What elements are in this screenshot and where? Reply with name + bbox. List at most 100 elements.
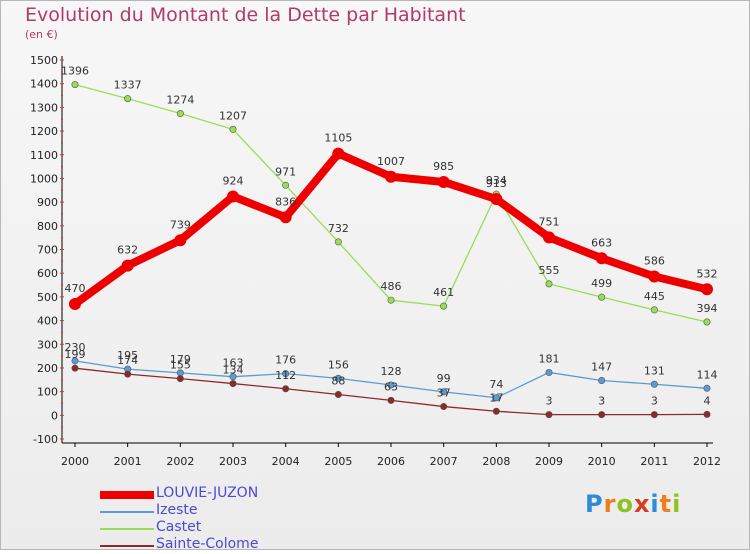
x-tick-label: 2002: [166, 455, 194, 468]
data-point: [229, 373, 237, 381]
brand-letter: r: [603, 490, 617, 518]
data-label: 663: [591, 236, 612, 249]
data-label: 3: [598, 395, 605, 408]
data-label: 971: [275, 165, 296, 178]
data-label: 74: [489, 378, 503, 391]
data-point: [71, 81, 79, 89]
legend-label: Sainte-Colome: [156, 536, 259, 552]
legend: LOUVIE-JUZON Izeste Castet Sainte-Colome: [100, 485, 360, 554]
data-point: [121, 259, 134, 272]
data-point: [490, 193, 503, 206]
y-tick-label: 0: [51, 409, 58, 422]
data-point: [650, 306, 658, 314]
data-label: 486: [381, 280, 402, 293]
brand-letter: i: [650, 490, 660, 518]
data-point: [282, 385, 290, 393]
data-label: 112: [275, 369, 296, 382]
data-label: 499: [591, 277, 612, 290]
data-point: [545, 368, 553, 376]
y-tick-label: 1300: [30, 101, 58, 114]
data-label: 174: [117, 354, 138, 367]
data-label: 195: [117, 349, 138, 362]
data-point: [440, 388, 448, 396]
legend-swatch: [100, 528, 154, 530]
data-point: [71, 364, 79, 372]
legend-item-sainte-colome: Sainte-Colome: [100, 536, 360, 554]
data-label: 555: [539, 264, 560, 277]
data-label: 1274: [166, 94, 194, 107]
y-tick-label: -100: [33, 433, 58, 446]
y-tick-label: 100: [37, 386, 58, 399]
data-label: 3: [651, 395, 658, 408]
data-point: [387, 396, 395, 404]
data-point: [598, 411, 606, 419]
data-label: 1007: [377, 155, 405, 168]
y-tick-label: 600: [37, 267, 58, 280]
data-label: 751: [539, 215, 560, 228]
data-point: [176, 110, 184, 118]
data-label: 147: [591, 360, 612, 373]
data-point: [545, 411, 553, 419]
legend-swatch: [100, 491, 154, 499]
y-tick-label: 300: [37, 338, 58, 351]
data-point: [440, 302, 448, 310]
data-label: 394: [697, 302, 718, 315]
data-label: 156: [328, 358, 349, 371]
data-point: [71, 357, 79, 365]
x-tick-label: 2008: [482, 455, 510, 468]
x-tick-label: 2012: [693, 455, 721, 468]
data-point: [703, 384, 711, 392]
data-point: [227, 190, 239, 203]
data-label: 63: [384, 380, 398, 393]
chart-subtitle: (en €): [25, 28, 58, 41]
y-tick-label: 500: [37, 291, 58, 304]
y-tick-label: 700: [37, 244, 58, 257]
y-tick-label: 1100: [30, 149, 58, 162]
data-point: [545, 280, 553, 288]
legend-item-castet: Castet: [100, 519, 360, 537]
y-tick-label: 1200: [30, 125, 58, 138]
data-point: [492, 407, 500, 415]
legend-swatch: [100, 511, 154, 513]
axes: -100 0 100 200 300 400 500 600 700 800 900 1000 1100…: [30, 54, 721, 468]
x-tick-label: 2007: [430, 455, 458, 468]
data-point: [703, 410, 711, 418]
data-label: 163: [223, 357, 244, 370]
x-tick-label: 2000: [61, 455, 89, 468]
data-label: 37: [437, 387, 451, 400]
x-tick-label: 2004: [272, 455, 300, 468]
data-label: 586: [644, 255, 665, 268]
brand-letter: i: [672, 490, 682, 518]
data-label: 924: [223, 174, 244, 187]
data-label: 134: [223, 364, 244, 377]
y-tick-label: 900: [37, 196, 58, 209]
legend-label: LOUVIE-JUZON: [156, 485, 259, 501]
data-label: 1207: [219, 109, 247, 122]
series-layer: [69, 81, 713, 419]
y-tick-label: 400: [37, 315, 58, 328]
data-label: 114: [697, 368, 718, 381]
brand-letter: t: [659, 490, 673, 518]
data-point: [598, 293, 606, 301]
data-label: 1105: [324, 132, 352, 145]
data-point: [229, 125, 237, 133]
x-tick-label: 2003: [219, 455, 247, 468]
legend-label: Izeste: [156, 502, 198, 518]
x-tick-label: 2001: [114, 455, 142, 468]
data-point: [282, 181, 290, 189]
data-label: 985: [433, 160, 454, 173]
data-point: [176, 375, 184, 383]
data-label: 632: [117, 244, 138, 257]
chart-title: Evolution du Montant de la Dette par Hab…: [25, 4, 466, 26]
data-label: 732: [328, 222, 349, 235]
data-point: [650, 411, 658, 419]
y-tick-label: 1400: [30, 78, 58, 91]
data-point: [332, 147, 345, 160]
data-label: 445: [644, 290, 665, 303]
data-label: 3: [546, 395, 553, 408]
x-tick-label: 2011: [640, 455, 668, 468]
data-label: 913: [486, 177, 507, 190]
data-label: 181: [539, 352, 560, 365]
